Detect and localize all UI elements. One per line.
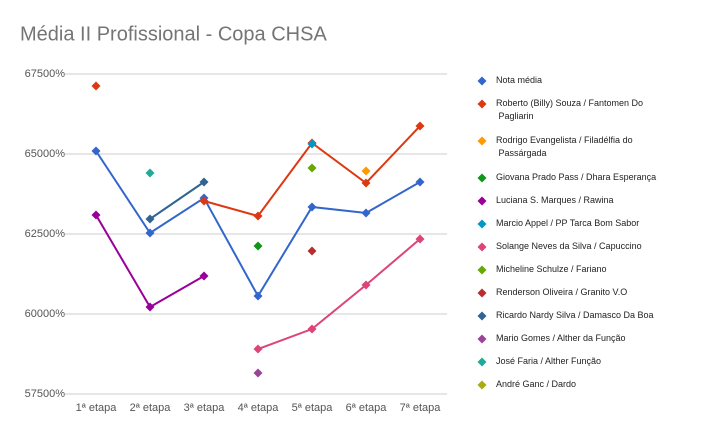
legend-label: Solange Neves da Silva / Capuccino bbox=[496, 241, 642, 251]
legend-label: Micheline Schulze / Fariano bbox=[496, 264, 607, 274]
x-tick-label: 6ª etapa bbox=[346, 402, 388, 414]
legend-marker bbox=[477, 311, 487, 321]
data-point bbox=[145, 214, 155, 224]
data-point bbox=[415, 121, 425, 131]
data-point bbox=[145, 168, 155, 178]
data-point bbox=[307, 139, 317, 149]
data-point bbox=[91, 210, 101, 220]
data-point bbox=[253, 241, 263, 251]
data-point bbox=[199, 177, 209, 187]
x-tick-label: 4ª etapa bbox=[238, 402, 280, 414]
x-tick-label: 2ª etapa bbox=[130, 402, 172, 414]
legend-marker bbox=[477, 196, 487, 206]
x-tick-label: 1ª etapa bbox=[76, 402, 118, 414]
legend-marker bbox=[477, 99, 487, 109]
y-tick-label: 65000% bbox=[25, 148, 66, 160]
x-tick-label: 7ª etapa bbox=[400, 402, 442, 414]
legend-marker bbox=[477, 136, 487, 146]
legend-label: Renderson Oliveira / Granito V.O bbox=[496, 287, 627, 297]
legend-label: Marcio Appel / PP Tarca Bom Sabor bbox=[496, 218, 639, 228]
legend-label: Roberto (Billy) Souza / Fantomen Do Pagl… bbox=[496, 98, 643, 121]
legend-label: Nota média bbox=[496, 75, 542, 85]
x-tick-label: 3ª etapa bbox=[184, 402, 226, 414]
legend-marker bbox=[477, 265, 487, 275]
data-point bbox=[253, 368, 263, 378]
legend-marker bbox=[477, 357, 487, 367]
data-point bbox=[145, 228, 155, 238]
series-line bbox=[95, 150, 421, 298]
legend-marker bbox=[477, 173, 487, 183]
data-point bbox=[91, 146, 101, 156]
data-point bbox=[361, 178, 371, 188]
legend-marker bbox=[477, 76, 487, 86]
data-point bbox=[91, 81, 101, 91]
chart-title: Média II Profissional - Copa CHSA bbox=[20, 23, 327, 45]
legend-marker bbox=[477, 242, 487, 252]
data-point bbox=[415, 234, 425, 244]
data-point bbox=[307, 202, 317, 212]
legend-label: André Ganc / Dardo bbox=[496, 379, 576, 389]
legend-label: Rodrigo Evangelista / Filadélfia do Pass… bbox=[496, 135, 633, 158]
legend-marker bbox=[477, 219, 487, 229]
data-point bbox=[145, 302, 155, 312]
data-point bbox=[361, 280, 371, 290]
data-point bbox=[361, 166, 371, 176]
legend-marker bbox=[477, 334, 487, 344]
legend-label: Luciana S. Marques / Rawina bbox=[496, 195, 614, 205]
data-point bbox=[199, 271, 209, 281]
data-point bbox=[361, 208, 371, 218]
data-point bbox=[415, 177, 425, 187]
data-point bbox=[307, 246, 317, 256]
data-point bbox=[253, 344, 263, 354]
y-tick-label: 67500% bbox=[25, 68, 66, 80]
legend-marker bbox=[477, 380, 487, 390]
data-point bbox=[307, 163, 317, 173]
x-tick-label: 5ª etapa bbox=[292, 402, 334, 414]
y-tick-label: 60000% bbox=[25, 308, 66, 320]
legend-label: Mario Gomes / Alther da Função bbox=[496, 333, 626, 343]
y-tick-label: 57500% bbox=[25, 388, 66, 400]
series-line bbox=[257, 238, 421, 350]
y-tick-label: 62500% bbox=[25, 228, 66, 240]
legend-label: Giovana Prado Pass / Dhara Esperança bbox=[496, 172, 656, 182]
legend-label: Ricardo Nardy Silva / Damasco Da Boa bbox=[496, 310, 654, 320]
data-point bbox=[199, 196, 209, 206]
data-point bbox=[253, 291, 263, 301]
series-line bbox=[149, 181, 205, 220]
data-point bbox=[307, 324, 317, 334]
legend-label: José Faria / Alther Função bbox=[496, 356, 601, 366]
legend-marker bbox=[477, 288, 487, 298]
data-point bbox=[253, 211, 263, 221]
